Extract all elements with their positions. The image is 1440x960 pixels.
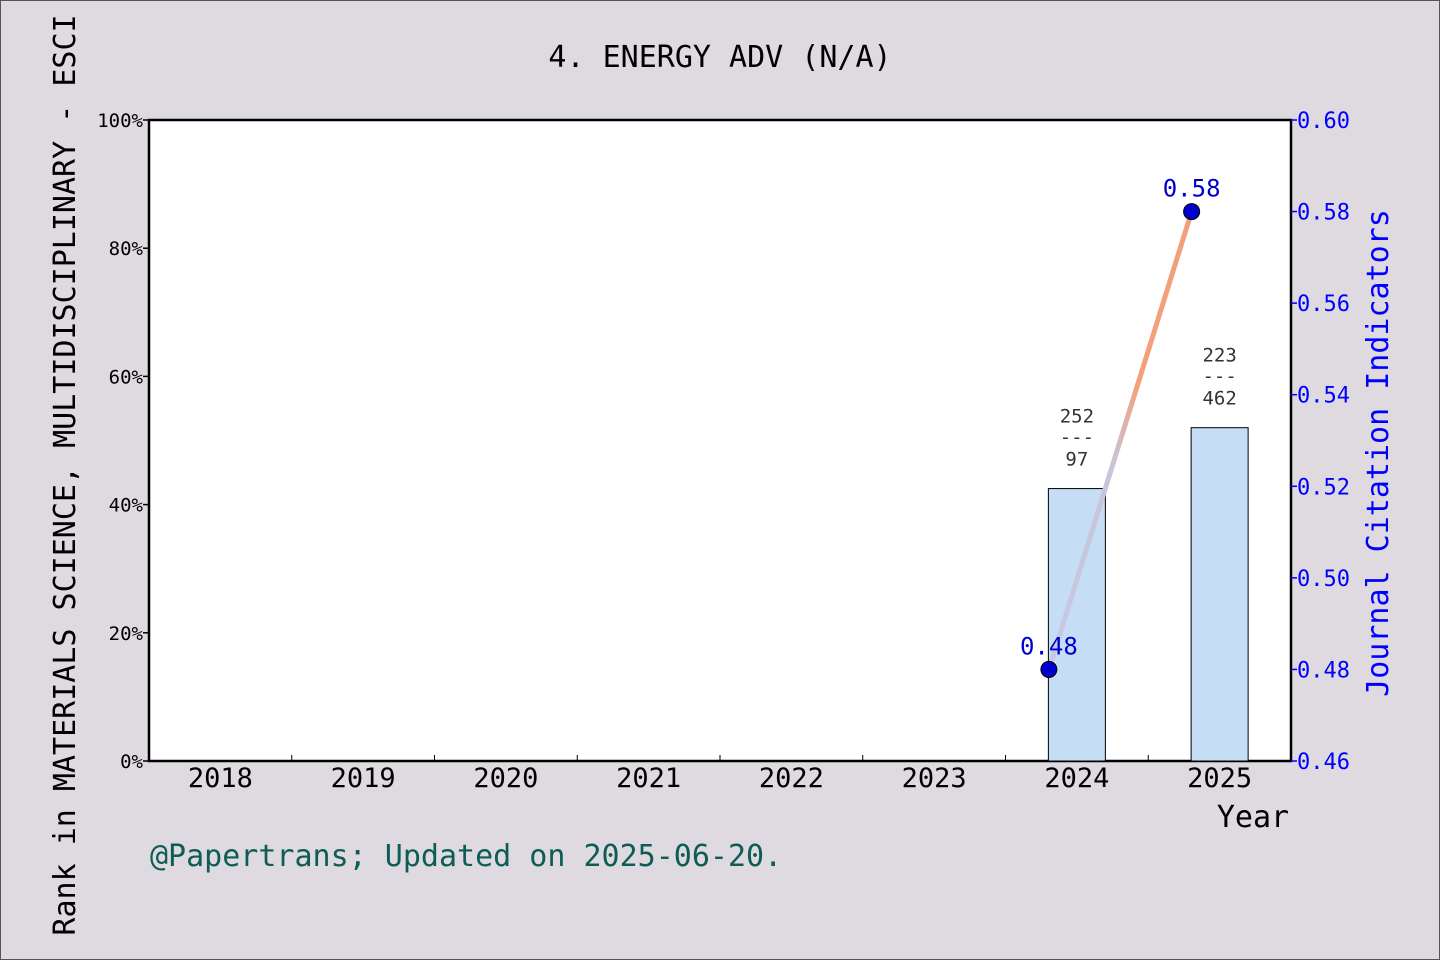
citation-point-label-2024: 0.48 — [1020, 632, 1078, 660]
right-tick-label: 0.58 — [1297, 201, 1350, 226]
right-tick-label: 0.46 — [1297, 750, 1350, 775]
right-tick-label: 0.60 — [1297, 109, 1350, 134]
citation-line-series: 0.48 0.58 — [1020, 175, 1221, 678]
left-tick-label: 60% — [109, 366, 144, 388]
bar-2025 — [1190, 427, 1249, 762]
x-tick-label-2025: 2025 — [1187, 763, 1252, 794]
x-tick-label-2019: 2019 — [331, 763, 396, 794]
x-tick-label-2021: 2021 — [616, 763, 681, 794]
right-tick-label: 0.56 — [1297, 292, 1350, 317]
left-tick-label: 80% — [109, 238, 144, 260]
left-tick-label: 40% — [109, 495, 144, 517]
x-tick-label-2023: 2023 — [902, 763, 967, 794]
y2-axis-label: Journal Citation Indicators — [1361, 209, 1396, 697]
right-axis: 0.46 0.48 0.50 0.52 0.54 0.56 0.58 0.60 — [1291, 109, 1350, 775]
bar-total-label-2025: 462 — [1202, 388, 1236, 410]
x-axis: 2018 2019 2020 2021 2022 2023 2024 2025 — [188, 755, 1252, 794]
chart-title: 4. ENERGY ADV (N/A) — [548, 40, 891, 75]
citation-point-label-2025: 0.58 — [1163, 175, 1221, 203]
citation-line-segment — [1046, 209, 1195, 672]
right-tick-label: 0.52 — [1297, 475, 1350, 500]
bar-rank-label-2025: 223 — [1202, 345, 1236, 367]
x-tick-label-2018: 2018 — [188, 763, 253, 794]
x-tick-label-2024: 2024 — [1044, 763, 1109, 794]
x-axis-label: Year — [1217, 800, 1289, 835]
citation-point-2024 — [1040, 660, 1058, 678]
x-tick-label-2022: 2022 — [759, 763, 824, 794]
right-tick-label: 0.54 — [1297, 384, 1350, 409]
left-tick-label: 0% — [120, 751, 143, 773]
citation-point-2025 — [1183, 203, 1201, 221]
left-tick-label: 100% — [97, 110, 143, 132]
bar-separator-2024: --- — [1060, 427, 1094, 449]
left-axis: 0% 20% 40% 60% 80% 100% — [97, 110, 149, 773]
bar-total-label-2024: 97 — [1065, 449, 1088, 471]
x-tick-label-2020: 2020 — [473, 763, 538, 794]
footer-credit: @Papertrans; Updated on 2025-06-20. — [150, 839, 782, 874]
right-tick-label: 0.50 — [1297, 567, 1350, 592]
y-axis-label: Rank in MATERIALS SCIENCE, MULTIDISCIPLI… — [48, 14, 83, 935]
right-tick-label: 0.48 — [1297, 658, 1350, 683]
bar-2024 — [1047, 488, 1106, 762]
bar-rank-label-2024: 252 — [1060, 406, 1094, 428]
left-tick-label: 20% — [109, 623, 144, 645]
bar-separator-2025: --- — [1202, 366, 1236, 388]
bars-group — [1047, 427, 1249, 762]
